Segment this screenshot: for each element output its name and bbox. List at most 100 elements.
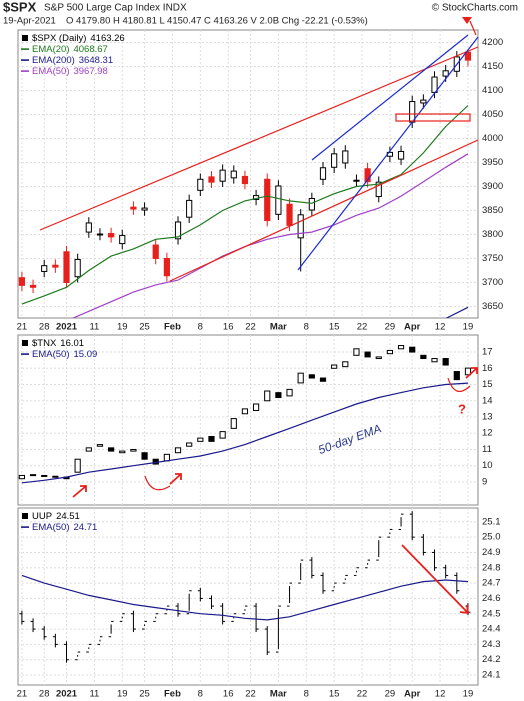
candle-body <box>397 150 405 160</box>
y-tick-label: 9 <box>482 476 487 487</box>
candle-body <box>442 358 449 366</box>
candle-body <box>163 257 170 277</box>
y-tick-label: 12 <box>482 428 493 439</box>
y-tick-label: 24.7 <box>482 578 501 589</box>
legend-value: 24.71 <box>73 522 97 533</box>
candle-body <box>74 258 81 278</box>
candle-body <box>230 418 237 429</box>
candle-body <box>29 474 37 477</box>
y-tick-label: 14 <box>482 395 493 406</box>
legend-swatch <box>21 48 29 50</box>
x-tick-label: 12 <box>435 322 446 333</box>
x-tick-label: 21 <box>17 689 28 700</box>
candle-body <box>119 450 126 454</box>
x-tick-label: 15 <box>329 689 340 700</box>
legend-name: EMA(200) <box>32 55 75 66</box>
x-tick-label: 19 <box>117 322 128 333</box>
y-tick-label: 24.3 <box>482 639 501 650</box>
candle-body <box>420 354 427 360</box>
candle-body <box>186 199 193 218</box>
candle-body <box>108 447 115 452</box>
trendline <box>297 36 479 271</box>
candle-body <box>74 458 81 473</box>
legend-entry: EMA(20) 4068.67 <box>32 44 108 55</box>
candle-body <box>375 356 382 360</box>
x-tick-label: 22 <box>245 322 256 333</box>
y-tick-label: 10 <box>482 460 493 471</box>
x-tick-label: 2021 <box>56 689 78 700</box>
x-tick-label: 28 <box>39 322 50 333</box>
legend-entry: EMA(50) 3967.98 <box>32 66 108 77</box>
candle-body <box>264 390 271 402</box>
candle-body <box>319 377 327 382</box>
x-tick-label: 29 <box>385 322 396 333</box>
arrow <box>401 544 470 615</box>
legend-name: EMA(50) <box>32 349 69 360</box>
y-tick-label: 24.5 <box>482 608 501 619</box>
candle-body <box>353 348 360 356</box>
candle-body <box>331 153 338 168</box>
candle-body <box>420 99 427 104</box>
candle-body <box>297 372 304 384</box>
legend-entry: $SPX (Daily) 4163.26 <box>32 33 125 44</box>
x-tick-label: 11 <box>89 689 99 700</box>
x-tick-label: Feb <box>164 322 181 333</box>
x-tick-label: 2021 <box>56 322 78 333</box>
candle-body <box>96 444 104 447</box>
quote: O 4179.80 H 4180.81 L 4150.47 C 4163.26 … <box>66 16 368 27</box>
candle-body <box>275 185 282 215</box>
x-tick-label: 12 <box>435 689 446 700</box>
x-tick-label: 28 <box>39 689 50 700</box>
candle-body <box>29 284 37 288</box>
candle-body <box>464 367 472 376</box>
candle-body <box>230 170 237 179</box>
candle-body <box>208 435 215 442</box>
x-tick-label: 22 <box>357 689 368 700</box>
x-tick-label: 19 <box>463 689 474 700</box>
date: 19-Apr-2021 <box>3 16 56 27</box>
y-tick-label: 3750 <box>482 253 503 264</box>
y-tick-label: 4100 <box>482 85 503 96</box>
legend-swatch <box>22 35 28 41</box>
x-tick-label: Apr <box>404 689 421 700</box>
candle-body <box>364 168 371 183</box>
candle-body <box>453 371 460 381</box>
y-tick-label: 15 <box>482 379 493 390</box>
candle-body <box>219 169 226 182</box>
legend-entry: $TNX 16.01 <box>32 338 84 349</box>
candle-body <box>208 176 215 183</box>
candle-body <box>52 475 59 478</box>
y-tick-label: 25.0 <box>482 532 501 543</box>
price-marks <box>18 345 472 484</box>
y-tick-label: 16 <box>482 363 493 374</box>
y-tick-label: 3950 <box>482 157 503 168</box>
legend-name: EMA(20) <box>32 44 69 55</box>
ema-line <box>21 382 469 484</box>
gap-box <box>395 113 471 122</box>
candle-body <box>63 251 70 283</box>
y-tick-label: 3850 <box>482 205 503 216</box>
y-tick-label: 24.8 <box>482 562 501 573</box>
x-tick-label: 25 <box>139 689 150 700</box>
candle-body <box>342 361 349 368</box>
candle-body <box>442 70 449 77</box>
x-tick-label: 22 <box>357 322 368 333</box>
x-tick-label: 21 <box>17 322 28 333</box>
candle-body <box>342 150 349 164</box>
legend-swatch <box>21 59 29 61</box>
symbol: $SPX <box>3 0 37 14</box>
candle-body <box>85 222 92 233</box>
y-tick-label: 3800 <box>482 229 503 240</box>
legend-swatch <box>21 526 29 528</box>
candle-body <box>252 403 260 412</box>
trendline <box>169 139 479 282</box>
x-tick-label: 11 <box>89 322 99 333</box>
x-tick-label: 16 <box>223 689 234 700</box>
x-tick-label: 22 <box>245 689 256 700</box>
legend-name: UUP <box>32 511 52 522</box>
legend-swatch <box>21 70 29 72</box>
y-tick-label: 24.2 <box>482 654 501 665</box>
trendline <box>39 46 479 231</box>
candle-body <box>96 233 104 236</box>
